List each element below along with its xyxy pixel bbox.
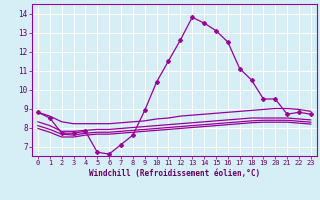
X-axis label: Windchill (Refroidissement éolien,°C): Windchill (Refroidissement éolien,°C)	[89, 169, 260, 178]
